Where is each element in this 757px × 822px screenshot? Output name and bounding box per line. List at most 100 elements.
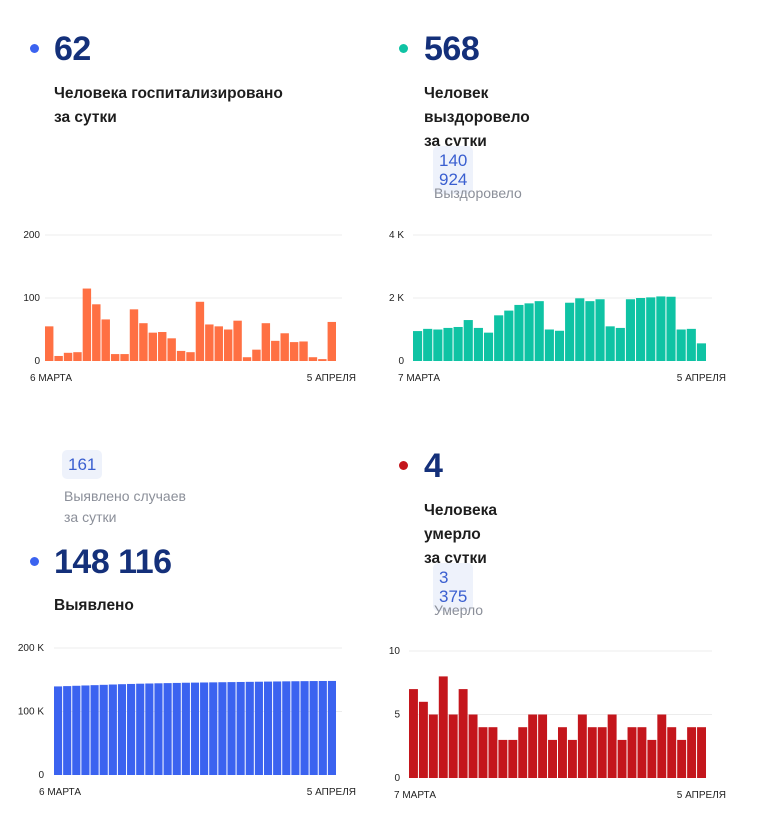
bar xyxy=(158,332,167,361)
bar xyxy=(438,676,448,778)
bar xyxy=(299,341,308,361)
bar xyxy=(223,329,233,361)
bar xyxy=(565,302,575,361)
cases-chart: 0 100 K 200 K 6 МАРТА 5 АПРЕЛЯ xyxy=(18,643,356,798)
bar xyxy=(163,683,172,775)
bar xyxy=(129,309,139,361)
bar xyxy=(585,301,595,361)
bar xyxy=(575,298,585,361)
bar xyxy=(453,326,463,361)
hospitalized-value: 62 xyxy=(54,30,91,68)
bar xyxy=(528,714,538,778)
bar xyxy=(120,354,129,361)
bar xyxy=(607,714,617,778)
bar xyxy=(318,680,327,775)
bar xyxy=(167,338,176,361)
y-tick-label: 0 xyxy=(38,770,44,781)
bar xyxy=(508,739,518,778)
bar xyxy=(423,328,433,361)
bar xyxy=(488,727,498,778)
bar xyxy=(108,684,117,775)
bar xyxy=(148,332,158,361)
hospitalized-dot xyxy=(30,44,39,53)
bar xyxy=(195,301,205,361)
x-start-label: 7 МАРТА xyxy=(398,373,440,384)
bar xyxy=(433,329,443,361)
bar xyxy=(443,327,453,361)
bar xyxy=(327,680,336,775)
bar xyxy=(428,714,438,778)
bar xyxy=(73,352,82,361)
bar xyxy=(448,714,458,778)
bar xyxy=(63,686,72,775)
bar xyxy=(327,321,336,361)
deaths-total-badge: 3 375 xyxy=(433,563,474,611)
bar xyxy=(145,683,154,775)
bar xyxy=(567,739,577,778)
y-tick-label: 0 xyxy=(394,773,400,784)
bar xyxy=(657,714,667,778)
bar xyxy=(172,682,181,775)
bar xyxy=(101,319,110,361)
bar xyxy=(418,701,428,778)
bar xyxy=(227,682,236,775)
bar xyxy=(117,684,127,775)
bar xyxy=(595,299,605,361)
bar xyxy=(636,298,646,361)
y-tick-label: 200 K xyxy=(18,643,44,654)
bar xyxy=(558,727,567,778)
bar xyxy=(245,681,254,775)
y-tick-label: 0 xyxy=(398,356,404,367)
y-tick-label: 200 xyxy=(23,230,40,241)
bar xyxy=(463,320,473,361)
bar xyxy=(409,689,418,778)
bar xyxy=(597,727,607,778)
y-tick-label: 100 xyxy=(23,293,40,304)
bar xyxy=(413,331,423,361)
bar xyxy=(676,329,686,361)
bar xyxy=(300,681,309,775)
bar xyxy=(473,327,483,361)
bar xyxy=(190,682,200,775)
bar xyxy=(518,727,528,778)
bar xyxy=(637,727,647,778)
bar xyxy=(214,326,223,361)
bar xyxy=(271,340,280,361)
bar xyxy=(534,301,544,361)
bar xyxy=(687,727,697,778)
x-end-label: 5 АПРЕЛЯ xyxy=(677,790,726,801)
y-tick-label: 5 xyxy=(394,710,400,721)
bar xyxy=(309,681,318,775)
bar xyxy=(468,714,478,778)
bar xyxy=(72,685,81,775)
cases-value: 148 116 xyxy=(54,543,172,581)
bar xyxy=(498,739,508,778)
bar xyxy=(82,288,92,361)
bar xyxy=(154,683,163,775)
x-end-label: 5 АПРЕЛЯ xyxy=(307,787,356,798)
recovered-caption: Человек выздоровело за сутки xyxy=(424,85,530,150)
bar xyxy=(282,681,291,775)
deaths-chart: 0 5 10 7 МАРТА 5 АПРЕЛЯ xyxy=(389,646,726,801)
bar xyxy=(605,326,615,361)
bar xyxy=(90,685,99,775)
bar xyxy=(577,714,587,778)
bar xyxy=(544,329,554,361)
bar xyxy=(81,685,90,775)
bar xyxy=(291,681,300,775)
bar xyxy=(504,310,514,361)
bar xyxy=(538,714,548,778)
bar xyxy=(483,332,494,361)
bar xyxy=(242,357,252,361)
bar xyxy=(318,359,327,361)
bar xyxy=(63,352,73,361)
y-tick-label: 100 K xyxy=(18,707,44,718)
bar xyxy=(236,681,245,775)
bar xyxy=(176,350,186,361)
bar xyxy=(548,739,557,778)
bar xyxy=(458,689,468,778)
y-tick-label: 4 K xyxy=(389,230,404,241)
cases-dot xyxy=(30,557,39,566)
bar xyxy=(139,323,148,361)
deaths-total-label: Умерло xyxy=(434,602,484,618)
